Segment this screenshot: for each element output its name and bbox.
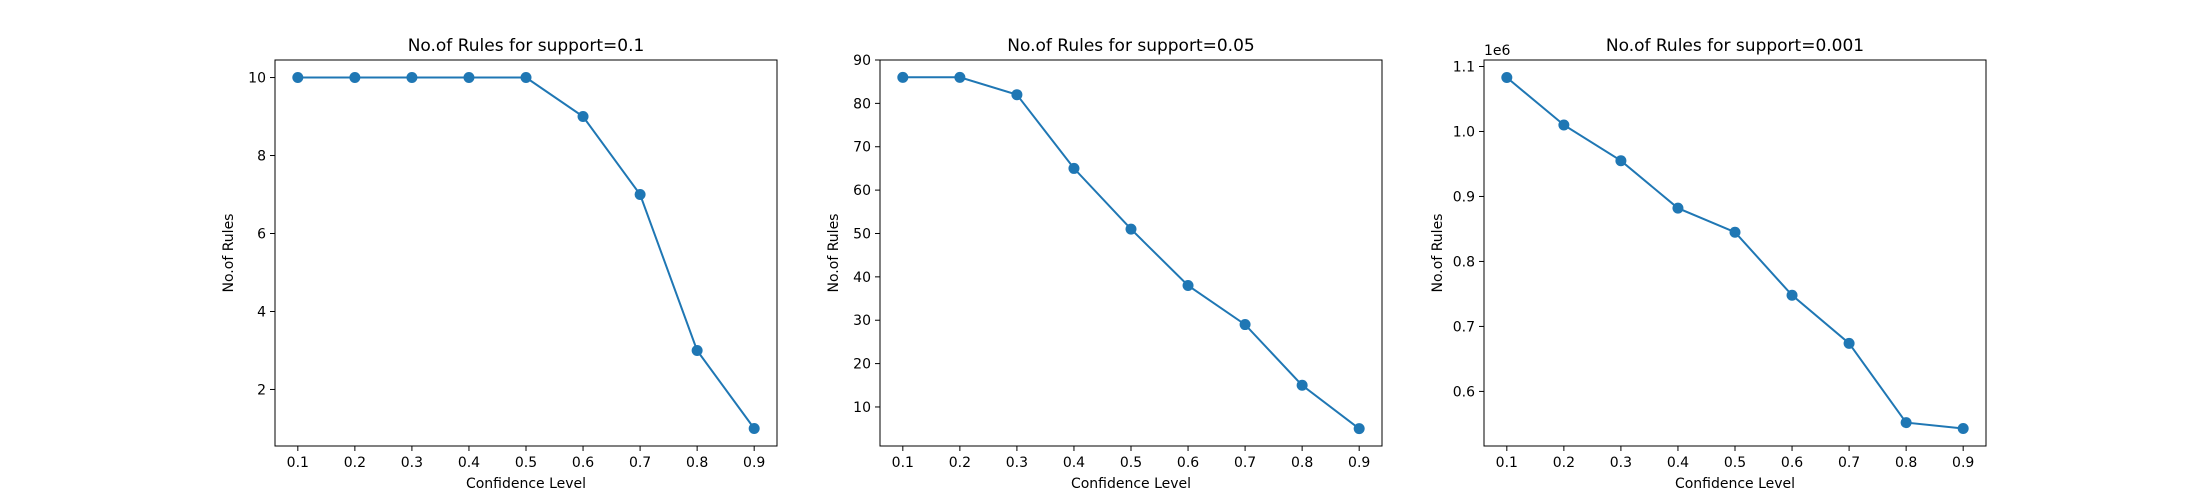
y-tick-label: 20 — [853, 357, 871, 373]
data-point — [1900, 417, 1912, 429]
data-point — [1501, 72, 1513, 84]
y-tick-label: 10 — [853, 400, 871, 416]
x-tick-label: 0.6 — [1177, 455, 1199, 471]
x-tick-label: 0.5 — [1724, 455, 1746, 471]
y-tick-label: 60 — [853, 183, 871, 199]
data-point — [520, 72, 532, 84]
y-tick-label: 2 — [257, 382, 266, 398]
plot-frame — [274, 59, 778, 447]
x-tick-label: 0.7 — [1838, 455, 1860, 471]
chart-title: No.of Rules for support=0.1 — [408, 36, 645, 56]
x-tick-label: 0.2 — [344, 455, 366, 471]
x-tick-label: 0.6 — [572, 455, 594, 471]
x-tick-label: 0.1 — [892, 455, 914, 471]
data-point — [1068, 162, 1080, 174]
y-tick-label: 0.7 — [1453, 319, 1475, 335]
x-tick-label: 0.5 — [515, 455, 537, 471]
y-tick-label: 50 — [853, 226, 871, 242]
x-tick-label: 0.1 — [1496, 455, 1518, 471]
x-tick-label: 0.7 — [629, 455, 651, 471]
data-marks — [897, 71, 1365, 435]
data-point — [897, 71, 909, 83]
y-tick-label: 10 — [248, 71, 266, 87]
data-marks — [292, 72, 760, 434]
y-tick-label: 6 — [257, 227, 266, 243]
x-tick-label: 0.9 — [743, 455, 765, 471]
y-tick-label: 0.8 — [1453, 254, 1475, 270]
axis-ticks: 0.1 0.2 0.3 0.4 0.5 0.6 0.7 0.8 0.9 0.6 0.7 0.8 0.9 1… — [1453, 59, 1975, 471]
y-axis-label: No.of Rules — [221, 214, 237, 293]
x-tick-label: 0.4 — [1667, 455, 1689, 471]
chart-panel-1: No.of Rules for support=0.1 Confidence L… — [221, 36, 778, 492]
y-tick-label: 0.9 — [1453, 189, 1475, 205]
data-point — [1296, 379, 1308, 391]
x-tick-label: 0.6 — [1781, 455, 1803, 471]
y-tick-label: 90 — [853, 53, 871, 69]
data-point — [954, 71, 966, 83]
x-tick-label: 0.7 — [1234, 455, 1256, 471]
data-point — [463, 72, 475, 84]
data-point — [1615, 155, 1627, 167]
data-point — [748, 422, 760, 434]
data-point — [1011, 89, 1023, 101]
y-tick-label: 0.6 — [1453, 384, 1475, 400]
chart-panel-3: No.of Rules for support=0.001 Confidence… — [1430, 36, 1987, 492]
x-tick-label: 0.1 — [287, 455, 309, 471]
y-tick-label: 4 — [257, 304, 266, 320]
y-axis-offset-label: 1e6 — [1484, 43, 1511, 59]
chart-title: No.of Rules for support=0.001 — [1606, 36, 1864, 56]
data-point — [1353, 423, 1365, 435]
y-tick-label: 40 — [853, 270, 871, 286]
x-axis-label: Confidence Level — [1071, 476, 1191, 492]
data-point — [1125, 223, 1137, 235]
x-axis-label: Confidence Level — [1675, 476, 1795, 492]
x-tick-label: 0.5 — [1120, 455, 1142, 471]
x-tick-label: 0.2 — [949, 455, 971, 471]
data-point — [292, 72, 304, 84]
y-axis-label: No.of Rules — [1430, 214, 1446, 293]
y-axis-label: No.of Rules — [826, 214, 842, 293]
x-tick-label: 0.3 — [401, 455, 423, 471]
y-tick-label: 70 — [853, 140, 871, 156]
data-point — [1558, 119, 1570, 131]
x-axis-label: Confidence Level — [466, 476, 586, 492]
x-tick-label: 0.2 — [1553, 455, 1575, 471]
data-point — [1239, 319, 1251, 331]
data-point — [1786, 289, 1798, 301]
x-tick-label: 0.8 — [686, 455, 708, 471]
data-point — [349, 72, 361, 84]
chart-title: No.of Rules for support=0.05 — [1007, 36, 1254, 56]
y-tick-label: 1.1 — [1453, 59, 1475, 75]
y-tick-label: 1.0 — [1453, 124, 1475, 140]
y-tick-label: 80 — [853, 96, 871, 112]
data-point — [1182, 280, 1194, 292]
axis-ticks: 0.1 0.2 0.3 0.4 0.5 0.6 0.7 0.8 0.9 10 20 30 40 50 60 7… — [853, 53, 1370, 471]
data-point — [1729, 226, 1741, 238]
axis-ticks: 0.1 0.2 0.3 0.4 0.5 0.6 0.7 0.8 0.9 2 4 6 8 10 — [248, 71, 765, 471]
x-tick-label: 0.3 — [1610, 455, 1632, 471]
data-point — [1672, 202, 1684, 214]
plot-frame — [1483, 59, 1987, 447]
data-point — [634, 189, 646, 201]
x-tick-label: 0.8 — [1895, 455, 1917, 471]
data-point — [406, 72, 418, 84]
x-tick-label: 0.3 — [1006, 455, 1028, 471]
x-tick-label: 0.8 — [1291, 455, 1313, 471]
x-tick-label: 0.9 — [1952, 455, 1974, 471]
plot-frame — [879, 59, 1383, 447]
y-tick-label: 8 — [257, 149, 266, 165]
data-point — [1957, 422, 1969, 434]
x-tick-label: 0.9 — [1348, 455, 1370, 471]
x-tick-label: 0.4 — [458, 455, 480, 471]
chart-panel-2: No.of Rules for support=0.05 Confidence … — [826, 36, 1383, 492]
x-tick-label: 0.4 — [1063, 455, 1085, 471]
y-tick-label: 30 — [853, 313, 871, 329]
data-point — [691, 344, 703, 356]
data-point — [577, 111, 589, 123]
data-point — [1843, 337, 1855, 349]
data-marks — [1501, 72, 1969, 434]
